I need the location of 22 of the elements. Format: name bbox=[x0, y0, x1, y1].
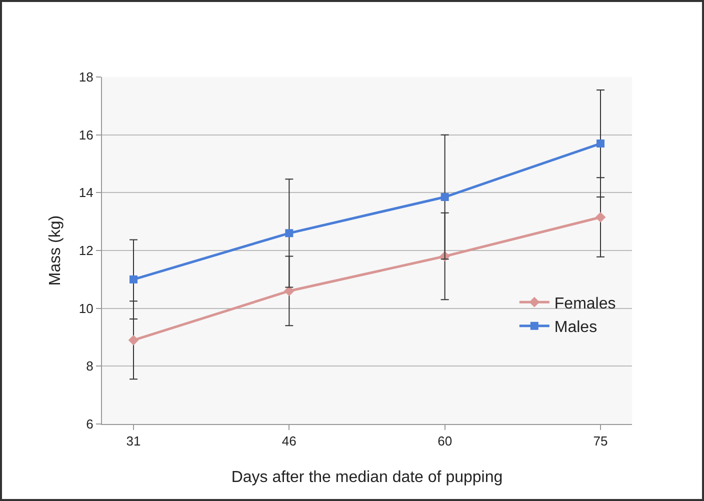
y-tick-label: 18 bbox=[78, 70, 94, 85]
y-tick-label: 6 bbox=[86, 416, 94, 432]
y-axis-title: Mass (kg) bbox=[47, 215, 64, 286]
x-tick-label: 60 bbox=[438, 434, 452, 449]
point bbox=[130, 275, 138, 284]
x-axis-title: Days after the median date of pupping bbox=[231, 469, 503, 486]
y-tick-label: 14 bbox=[78, 185, 94, 200]
y-tick-label: 8 bbox=[86, 358, 94, 374]
point bbox=[285, 229, 294, 238]
point bbox=[128, 334, 139, 346]
x-tick-label: 46 bbox=[282, 434, 296, 449]
x-tick-label: 31 bbox=[126, 434, 141, 449]
point bbox=[596, 140, 604, 148]
y-tick-label: 16 bbox=[78, 127, 94, 142]
y-tick-label: 10 bbox=[78, 300, 94, 316]
point bbox=[595, 212, 606, 222]
point bbox=[284, 286, 294, 296]
point bbox=[440, 193, 449, 201]
legend-label: Males bbox=[554, 319, 598, 336]
x-tick-label: 75 bbox=[593, 434, 608, 449]
legend-label: Females bbox=[554, 295, 616, 312]
y-tick-label: 12 bbox=[78, 243, 94, 258]
